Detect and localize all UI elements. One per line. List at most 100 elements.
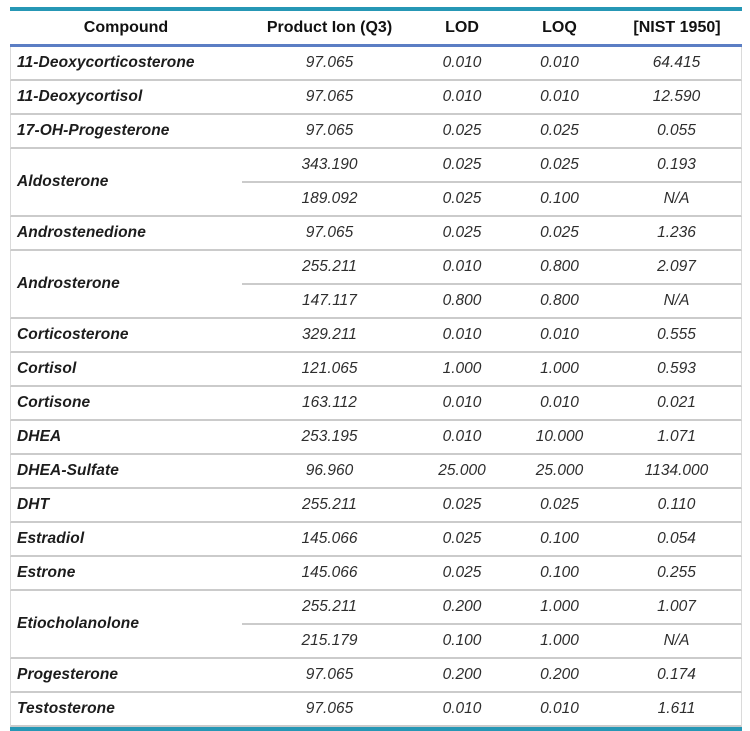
- value-cell: 0.010: [507, 47, 612, 81]
- table-row: 147.117 0.800 0.800 N/A: [10, 285, 742, 319]
- table-row: 11-Deoxycortisol 97.065 0.010 0.010 12.590: [10, 81, 742, 115]
- table-row: DHT 255.211 0.025 0.025 0.110: [10, 489, 742, 523]
- table-row: Estradiol 145.066 0.025 0.100 0.054: [10, 523, 742, 557]
- table-row: Cortisone 163.112 0.010 0.010 0.021: [10, 387, 742, 421]
- value-cell: 0.025: [417, 489, 507, 523]
- value-cell: 25.000: [507, 455, 612, 489]
- value-cell: 329.211: [242, 319, 417, 353]
- table-row: DHEA 253.195 0.010 10.000 1.071: [10, 421, 742, 455]
- value-cell: 0.010: [417, 421, 507, 455]
- table-row: DHEA-Sulfate 96.960 25.000 25.000 1134.000: [10, 455, 742, 489]
- col-header-loq: LOQ: [507, 11, 612, 47]
- value-cell: 0.255: [612, 557, 742, 591]
- value-cell: 97.065: [242, 47, 417, 81]
- value-cell: 0.800: [417, 285, 507, 319]
- value-cell: 0.100: [507, 183, 612, 217]
- compound-cell: Aldosterone: [10, 149, 242, 217]
- value-cell: 0.110: [612, 489, 742, 523]
- compound-cell: 17-OH-Progesterone: [10, 115, 242, 149]
- value-cell: 0.555: [612, 319, 742, 353]
- value-cell: 343.190: [242, 149, 417, 183]
- value-cell: 0.025: [417, 183, 507, 217]
- value-cell: 215.179: [242, 625, 417, 659]
- value-cell: 255.211: [242, 251, 417, 285]
- compound-cell: Androsterone: [10, 251, 242, 319]
- compound-cell: Estrone: [10, 557, 242, 591]
- value-cell: 0.010: [417, 319, 507, 353]
- compound-cell: DHEA: [10, 421, 242, 455]
- value-cell: 253.195: [242, 421, 417, 455]
- compound-cell: Cortisone: [10, 387, 242, 421]
- value-cell: 0.010: [507, 693, 612, 727]
- value-cell: 145.066: [242, 523, 417, 557]
- value-cell: 0.010: [417, 251, 507, 285]
- value-cell: 0.100: [507, 557, 612, 591]
- col-header-lod: LOD: [417, 11, 507, 47]
- compound-cell: Cortisol: [10, 353, 242, 387]
- value-cell: 64.415: [612, 47, 742, 81]
- value-cell: 255.211: [242, 489, 417, 523]
- compound-cell: Testosterone: [10, 693, 242, 727]
- table-row: 215.179 0.100 1.000 N/A: [10, 625, 742, 659]
- value-cell: 1.007: [612, 591, 742, 625]
- value-cell: 97.065: [242, 659, 417, 693]
- table-row: Androstenedione 97.065 0.025 0.025 1.236: [10, 217, 742, 251]
- value-cell: 97.065: [242, 217, 417, 251]
- table-row: Testosterone 97.065 0.010 0.010 1.611: [10, 693, 742, 727]
- value-cell: 1.000: [417, 353, 507, 387]
- value-cell: 1.236: [612, 217, 742, 251]
- value-cell: 0.025: [507, 115, 612, 149]
- value-cell: 10.000: [507, 421, 612, 455]
- compound-cell: 11-Deoxycortisol: [10, 81, 242, 115]
- table-row: Cortisol 121.065 1.000 1.000 0.593: [10, 353, 742, 387]
- table-row: 17-OH-Progesterone 97.065 0.025 0.025 0.055: [10, 115, 742, 149]
- value-cell: 97.065: [242, 115, 417, 149]
- col-header-compound: Compound: [10, 11, 242, 47]
- value-cell: 0.100: [507, 523, 612, 557]
- compound-cell: Androstenedione: [10, 217, 242, 251]
- value-cell: 0.025: [417, 217, 507, 251]
- value-cell: 97.065: [242, 81, 417, 115]
- value-cell: 0.025: [417, 557, 507, 591]
- compound-cell: Etiocholanolone: [10, 591, 242, 659]
- value-cell: 1.000: [507, 353, 612, 387]
- table-row: Aldosterone 343.190 0.025 0.025 0.193: [10, 149, 742, 217]
- value-cell: 0.025: [507, 217, 612, 251]
- value-cell: 0.193: [612, 149, 742, 183]
- value-cell: 0.021: [612, 387, 742, 421]
- value-cell: N/A: [612, 285, 742, 319]
- value-cell: 0.010: [417, 47, 507, 81]
- value-cell: 0.010: [507, 387, 612, 421]
- value-cell: N/A: [612, 183, 742, 217]
- value-cell: 96.960: [242, 455, 417, 489]
- value-cell: 1134.000: [612, 455, 742, 489]
- value-cell: N/A: [612, 625, 742, 659]
- value-cell: 1.071: [612, 421, 742, 455]
- compound-cell: Corticosterone: [10, 319, 242, 353]
- table-row: Estrone 145.066 0.025 0.100 0.255: [10, 557, 742, 591]
- compound-cell: Estradiol: [10, 523, 242, 557]
- value-cell: 0.025: [417, 523, 507, 557]
- value-cell: 0.010: [507, 319, 612, 353]
- compound-table: Compound Product Ion (Q3) LOD LOQ [NIST …: [10, 7, 742, 731]
- value-cell: 0.174: [612, 659, 742, 693]
- value-cell: 97.065: [242, 693, 417, 727]
- value-cell: 0.800: [507, 285, 612, 319]
- value-cell: 0.054: [612, 523, 742, 557]
- value-cell: 0.025: [507, 489, 612, 523]
- value-cell: 0.010: [507, 81, 612, 115]
- value-cell: 0.010: [417, 693, 507, 727]
- value-cell: 1.611: [612, 693, 742, 727]
- value-cell: 147.117: [242, 285, 417, 319]
- value-cell: 0.593: [612, 353, 742, 387]
- table-row: Corticosterone 329.211 0.010 0.010 0.555: [10, 319, 742, 353]
- value-cell: 0.200: [417, 659, 507, 693]
- compound-cell: DHT: [10, 489, 242, 523]
- value-cell: 255.211: [242, 591, 417, 625]
- value-cell: 145.066: [242, 557, 417, 591]
- value-cell: 0.200: [417, 591, 507, 625]
- value-cell: 0.025: [417, 149, 507, 183]
- table-row: 11-Deoxycorticosterone 97.065 0.010 0.010 64…: [10, 47, 742, 81]
- value-cell: 25.000: [417, 455, 507, 489]
